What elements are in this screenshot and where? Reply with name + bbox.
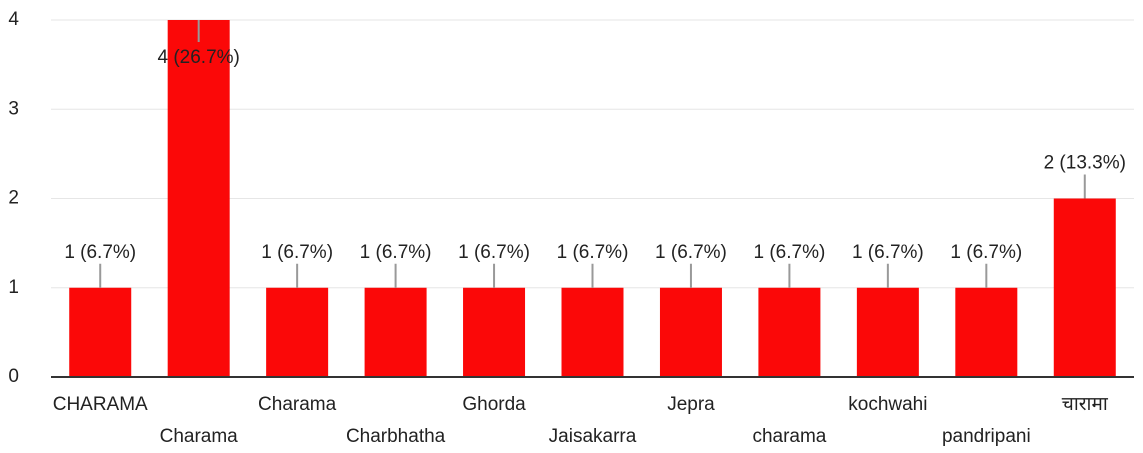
x-tick-label: चारामा	[1062, 394, 1109, 415]
x-tick-label: Jaisakarra	[549, 426, 637, 447]
x-tick-label: Charama	[258, 394, 337, 415]
data-label: 1 (6.7%)	[360, 242, 432, 263]
x-tick-label: Jepra	[667, 394, 715, 415]
y-tick-label: 2	[8, 188, 19, 209]
bar	[758, 287, 821, 377]
x-tick-label: kochwahi	[848, 394, 927, 415]
data-label: 1 (6.7%)	[64, 242, 136, 263]
bar	[364, 287, 427, 377]
x-tick-label: Charbhatha	[346, 426, 446, 447]
bar	[463, 287, 526, 377]
bar	[266, 287, 329, 377]
data-label: 1 (6.7%)	[852, 242, 924, 263]
data-label: 1 (6.7%)	[655, 242, 727, 263]
x-tick-label: Charama	[160, 426, 239, 447]
x-tick-label: CHARAMA	[53, 394, 148, 415]
data-label: 2 (13.3%)	[1044, 153, 1126, 174]
bar	[69, 287, 132, 377]
x-tick-label: Ghorda	[462, 394, 526, 415]
bar	[659, 287, 722, 377]
bar	[167, 20, 230, 377]
y-tick-label: 1	[8, 277, 19, 298]
data-label: 4 (26.7%)	[157, 47, 239, 68]
bar	[1053, 198, 1116, 377]
data-label: 1 (6.7%)	[458, 242, 530, 263]
data-label: 1 (6.7%)	[754, 242, 826, 263]
x-tick-label: pandripani	[942, 426, 1031, 447]
data-label: 1 (6.7%)	[557, 242, 629, 263]
data-label: 1 (6.7%)	[261, 242, 333, 263]
bar	[561, 287, 624, 377]
bar	[856, 287, 919, 377]
y-tick-label: 3	[8, 98, 19, 119]
y-tick-label: 0	[8, 366, 19, 387]
x-tick-label: charama	[752, 426, 826, 447]
y-tick-label: 4	[8, 9, 19, 30]
data-label: 1 (6.7%)	[950, 242, 1022, 263]
bar	[955, 287, 1018, 377]
